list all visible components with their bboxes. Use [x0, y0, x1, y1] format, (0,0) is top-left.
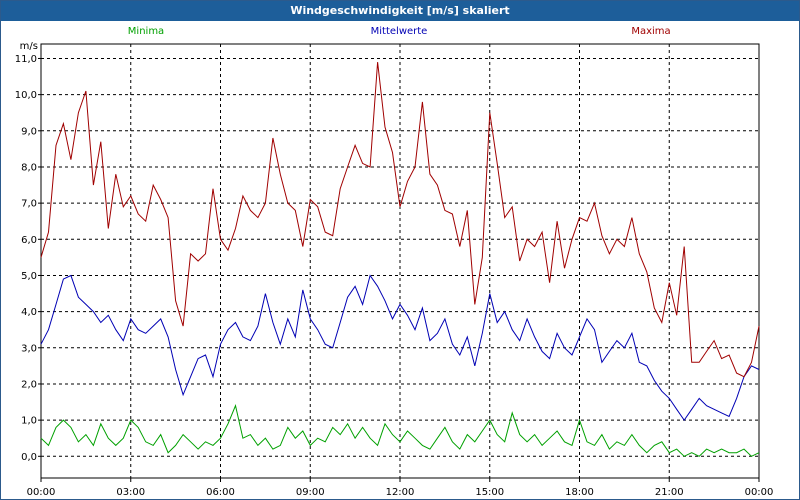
wind-speed-chart: m/s 0,0 1,0 2,0 3,0 4,0 5,0 6,0 7,0 8,0 9,0 10,0 11… — [15, 26, 774, 498]
y-tick-label: 11,0 — [15, 54, 37, 65]
y-tick-label: 1,0 — [21, 416, 37, 427]
x-tick-time-label: 06:00 — [206, 487, 235, 498]
legend-entry-mittelwerte: Mittelwerte — [371, 26, 428, 37]
window-title: Windgeschwindigkeit [m/s] skaliert — [1, 1, 799, 21]
x-tick-time-label: 12:00 — [386, 487, 415, 498]
y-tick-label: 9,0 — [21, 126, 37, 137]
y-tick-label: 7,0 — [21, 199, 37, 210]
y-tick-label: 10,0 — [15, 90, 37, 101]
y-axis-unit-label: m/s — [20, 41, 38, 52]
series-line-maxima — [40, 62, 760, 378]
x-tick-time-label: 03:00 — [116, 487, 145, 498]
series-line-mittelwerte — [40, 274, 760, 421]
x-axis: 00:0030.10.2003:0030.10.2006:0030.10.200… — [27, 478, 774, 498]
series-layer — [40, 62, 760, 457]
series-line-minima — [40, 404, 760, 457]
x-tick-time-label: 21:00 — [655, 487, 684, 498]
y-tick-label: 2,0 — [21, 379, 37, 390]
legend: Minima Mittelwerte Maxima — [128, 26, 671, 37]
y-tick-label: 5,0 — [21, 271, 37, 282]
y-axis: m/s 0,0 1,0 2,0 3,0 4,0 5,0 6,0 7,0 8,0 9,0 10,0 11… — [15, 41, 41, 463]
x-tick-time-label: 15:00 — [475, 487, 504, 498]
legend-entry-minima: Minima — [128, 26, 164, 37]
y-tick-label: 8,0 — [21, 162, 37, 173]
x-tick-time-label: 00:00 — [27, 487, 56, 498]
y-tick-label: 0,0 — [21, 452, 37, 463]
y-tick-label: 3,0 — [21, 343, 37, 354]
x-tick-time-label: 09:00 — [296, 487, 325, 498]
y-tick-label: 6,0 — [21, 235, 37, 246]
legend-entry-maxima: Maxima — [631, 26, 670, 37]
x-tick-time-label: 00:00 — [745, 487, 774, 498]
y-tick-label: 4,0 — [21, 307, 37, 318]
x-tick-time-label: 18:00 — [565, 487, 594, 498]
